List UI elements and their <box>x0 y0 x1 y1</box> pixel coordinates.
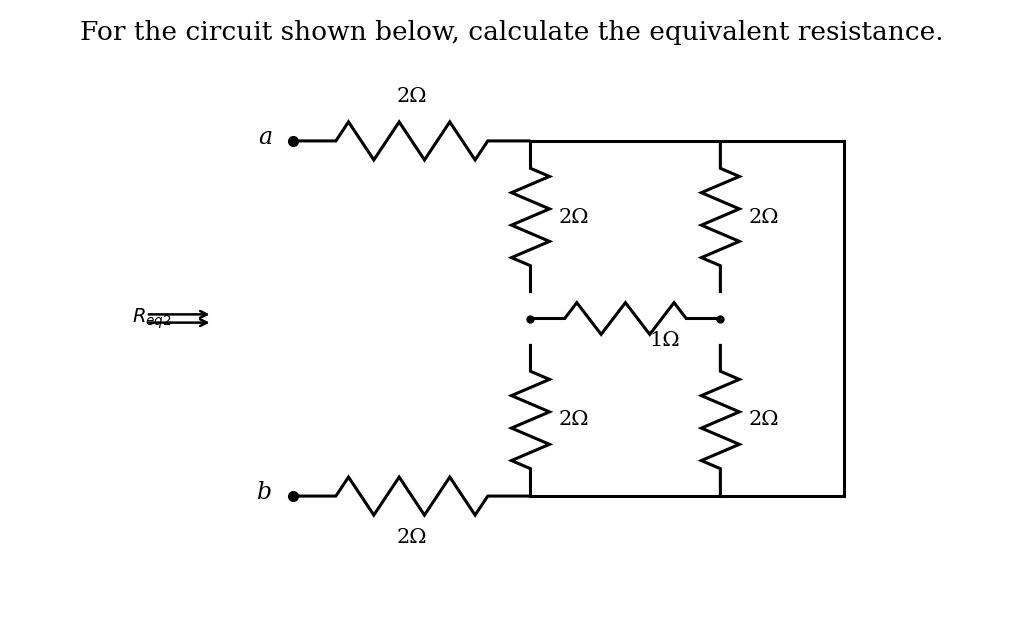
Text: $R_{eq2}$: $R_{eq2}$ <box>132 306 172 331</box>
Text: 1Ω: 1Ω <box>650 331 680 350</box>
Text: b: b <box>257 482 272 505</box>
Text: a: a <box>258 126 272 149</box>
Text: 2Ω: 2Ω <box>749 410 780 429</box>
Text: 2Ω: 2Ω <box>559 208 589 227</box>
Text: 2Ω: 2Ω <box>749 208 780 227</box>
Text: 2Ω: 2Ω <box>559 410 589 429</box>
Text: 2Ω: 2Ω <box>397 87 427 106</box>
Text: 2Ω: 2Ω <box>397 528 427 547</box>
Text: For the circuit shown below, calculate the equivalent resistance.: For the circuit shown below, calculate t… <box>80 20 943 45</box>
